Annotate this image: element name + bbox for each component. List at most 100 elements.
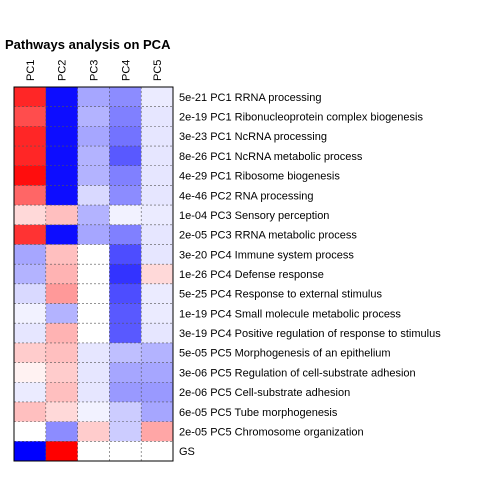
heatmap-cell (109, 402, 141, 422)
heatmap-cell (78, 382, 110, 402)
heatmap-cell (141, 382, 173, 402)
heatmap-cell (14, 323, 46, 343)
column-label: PC4 (120, 60, 132, 81)
heatmap-cell (46, 323, 78, 343)
heatmap-cell (14, 264, 46, 284)
heatmap-cell (46, 225, 78, 245)
row-label: 2e-05 PC3 RRNA metabolic process (179, 230, 357, 242)
heatmap-cell (109, 284, 141, 304)
heatmap-cell (14, 225, 46, 245)
heatmap-cell (109, 304, 141, 324)
heatmap-cell (78, 205, 110, 225)
heatmap-cell (141, 304, 173, 324)
heatmap-cell (78, 225, 110, 245)
heatmap-cell (14, 166, 46, 186)
heatmap-cell (78, 185, 110, 205)
heatmap-cell (46, 382, 78, 402)
heatmap-cell (46, 166, 78, 186)
row-label: 1e-04 PC3 Sensory perception (179, 210, 329, 222)
heatmap-cell (141, 225, 173, 245)
heatmap-cell (14, 441, 46, 461)
row-label: 5e-25 PC4 Response to external stimulus (179, 289, 382, 301)
row-label: 3e-06 PC5 Regulation of cell-substrate a… (179, 367, 416, 379)
row-label: 8e-26 PC1 NcRNA metabolic process (179, 151, 363, 163)
heatmap-cell (141, 126, 173, 146)
column-label: PC5 (152, 60, 164, 81)
column-label: PC2 (57, 60, 69, 81)
heatmap-cell (14, 382, 46, 402)
heatmap-cell (141, 402, 173, 422)
heatmap-cell (46, 107, 78, 127)
heatmap-cell (14, 146, 46, 166)
row-label: 2e-06 PC5 Cell-substrate adhesion (179, 387, 350, 399)
heatmap-cell (141, 323, 173, 343)
heatmap-cell (78, 343, 110, 363)
heatmap-cell (109, 146, 141, 166)
heatmap-cell (109, 225, 141, 245)
heatmap-cell (141, 185, 173, 205)
heatmap-cell (14, 185, 46, 205)
heatmap-cell (109, 126, 141, 146)
heatmap-cell (141, 441, 173, 461)
row-label: 3e-23 PC1 NcRNA processing (179, 131, 327, 143)
heatmap-cell (46, 244, 78, 264)
column-labels: PC1 PC2 PC3 PC4 PC5 (25, 60, 164, 81)
heatmap-cell (109, 264, 141, 284)
heatmap-cell (14, 304, 46, 324)
heatmap-cell (109, 441, 141, 461)
heatmap-cell (109, 422, 141, 442)
heatmap-cell (14, 107, 46, 127)
heatmap-cell (46, 441, 78, 461)
row-label: GS (179, 446, 195, 458)
row-label: 6e-05 PC5 Tube morphogenesis (179, 407, 338, 419)
heatmap-cell (78, 284, 110, 304)
heatmap-cell (78, 323, 110, 343)
heatmap-cell (78, 87, 110, 107)
heatmap-cell (141, 284, 173, 304)
heatmap-cell (141, 205, 173, 225)
heatmap-cell (109, 205, 141, 225)
heatmap-cell (46, 126, 78, 146)
heatmap-cell (78, 244, 110, 264)
heatmap-cell (14, 422, 46, 442)
column-label: PC1 (25, 60, 37, 81)
heatmap-cell (46, 205, 78, 225)
heatmap-cell (14, 363, 46, 383)
heatmap-cell (141, 166, 173, 186)
row-label: 3e-20 PC4 Immune system process (179, 249, 354, 261)
row-label: 5e-05 PC5 Morphogenesis of an epithelium (179, 348, 391, 360)
heatmap-cell (46, 284, 78, 304)
heatmap-cell (46, 304, 78, 324)
row-label: 4e-29 PC1 Ribosome biogenesis (179, 171, 340, 183)
heatmap-cell (46, 264, 78, 284)
row-label: 3e-19 PC4 Positive regulation of respons… (179, 328, 441, 340)
heatmap-cell (109, 244, 141, 264)
heatmap-cell (46, 402, 78, 422)
heatmap-cell (78, 402, 110, 422)
heatmap-cell (78, 166, 110, 186)
heatmap-cell (109, 87, 141, 107)
heatmap-cell (78, 363, 110, 383)
heatmap-cell (78, 422, 110, 442)
chart-title: Pathways analysis on PCA (5, 37, 171, 52)
row-label: 1e-26 PC4 Defense response (179, 269, 324, 281)
heatmap-cell (141, 422, 173, 442)
heatmap-cell (109, 363, 141, 383)
row-label: 5e-21 PC1 RRNA processing (179, 92, 321, 104)
heatmap-cell (78, 107, 110, 127)
column-label: PC3 (89, 60, 101, 81)
heatmap-cell (141, 343, 173, 363)
heatmap-cell (46, 343, 78, 363)
heatmap-cell (14, 126, 46, 146)
heatmap-cell (78, 146, 110, 166)
heatmap-cells (14, 87, 173, 461)
heatmap-cell (109, 343, 141, 363)
heatmap-cell (141, 107, 173, 127)
heatmap-cell (109, 107, 141, 127)
heatmap-cell (46, 146, 78, 166)
heatmap-cell (14, 87, 46, 107)
heatmap-cell (78, 126, 110, 146)
heatmap-cell (14, 205, 46, 225)
heatmap-cell (109, 382, 141, 402)
